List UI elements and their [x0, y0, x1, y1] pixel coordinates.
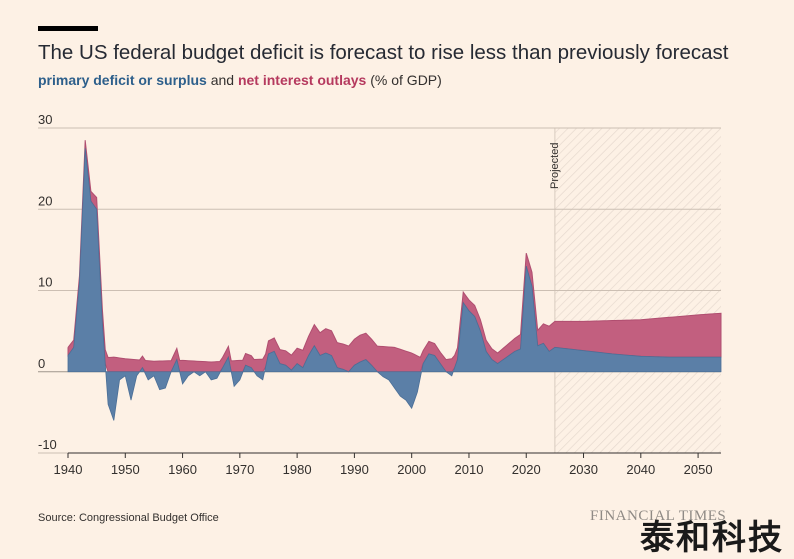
x-tick-label: 2020	[512, 462, 541, 477]
legend-primary: primary deficit or surplus	[38, 72, 207, 88]
source-note: Source: Congressional Budget Office	[38, 512, 219, 524]
x-tick-label: 1960	[168, 462, 197, 477]
y-tick-label: 10	[38, 275, 52, 290]
y-tick-label: -10	[38, 437, 57, 452]
chart-subtitle: primary deficit or surplus and net inter…	[38, 72, 442, 88]
ft-logo: FINANCIAL TIMES	[590, 508, 727, 524]
x-tick-label: 2000	[397, 462, 426, 477]
x-tick-label: 1990	[340, 462, 369, 477]
y-tick-label: 20	[38, 193, 52, 208]
x-tick-label: 1980	[283, 462, 312, 477]
x-tick-label: 1950	[111, 462, 140, 477]
x-tick-label: 2040	[626, 462, 655, 477]
y-tick-label: 30	[38, 112, 52, 127]
chart-title: The US federal budget deficit is forecas…	[38, 41, 729, 64]
x-tick-label: 2050	[684, 462, 713, 477]
y-tick-label: 0	[38, 356, 45, 371]
legend-unit: (% of GDP)	[366, 72, 442, 88]
x-tick-label: 2030	[569, 462, 598, 477]
projected-label: Projected	[549, 143, 561, 189]
title-accent-bar	[38, 26, 98, 31]
legend-interest: net interest outlays	[237, 72, 367, 88]
x-tick-label: 1970	[225, 462, 254, 477]
primary-deficit-area	[67, 148, 722, 421]
x-tick-label: 2010	[455, 462, 484, 477]
legend-and: and	[206, 72, 238, 88]
x-tick-label: 1940	[54, 462, 83, 477]
watermark: 泰和科技	[640, 518, 784, 558]
